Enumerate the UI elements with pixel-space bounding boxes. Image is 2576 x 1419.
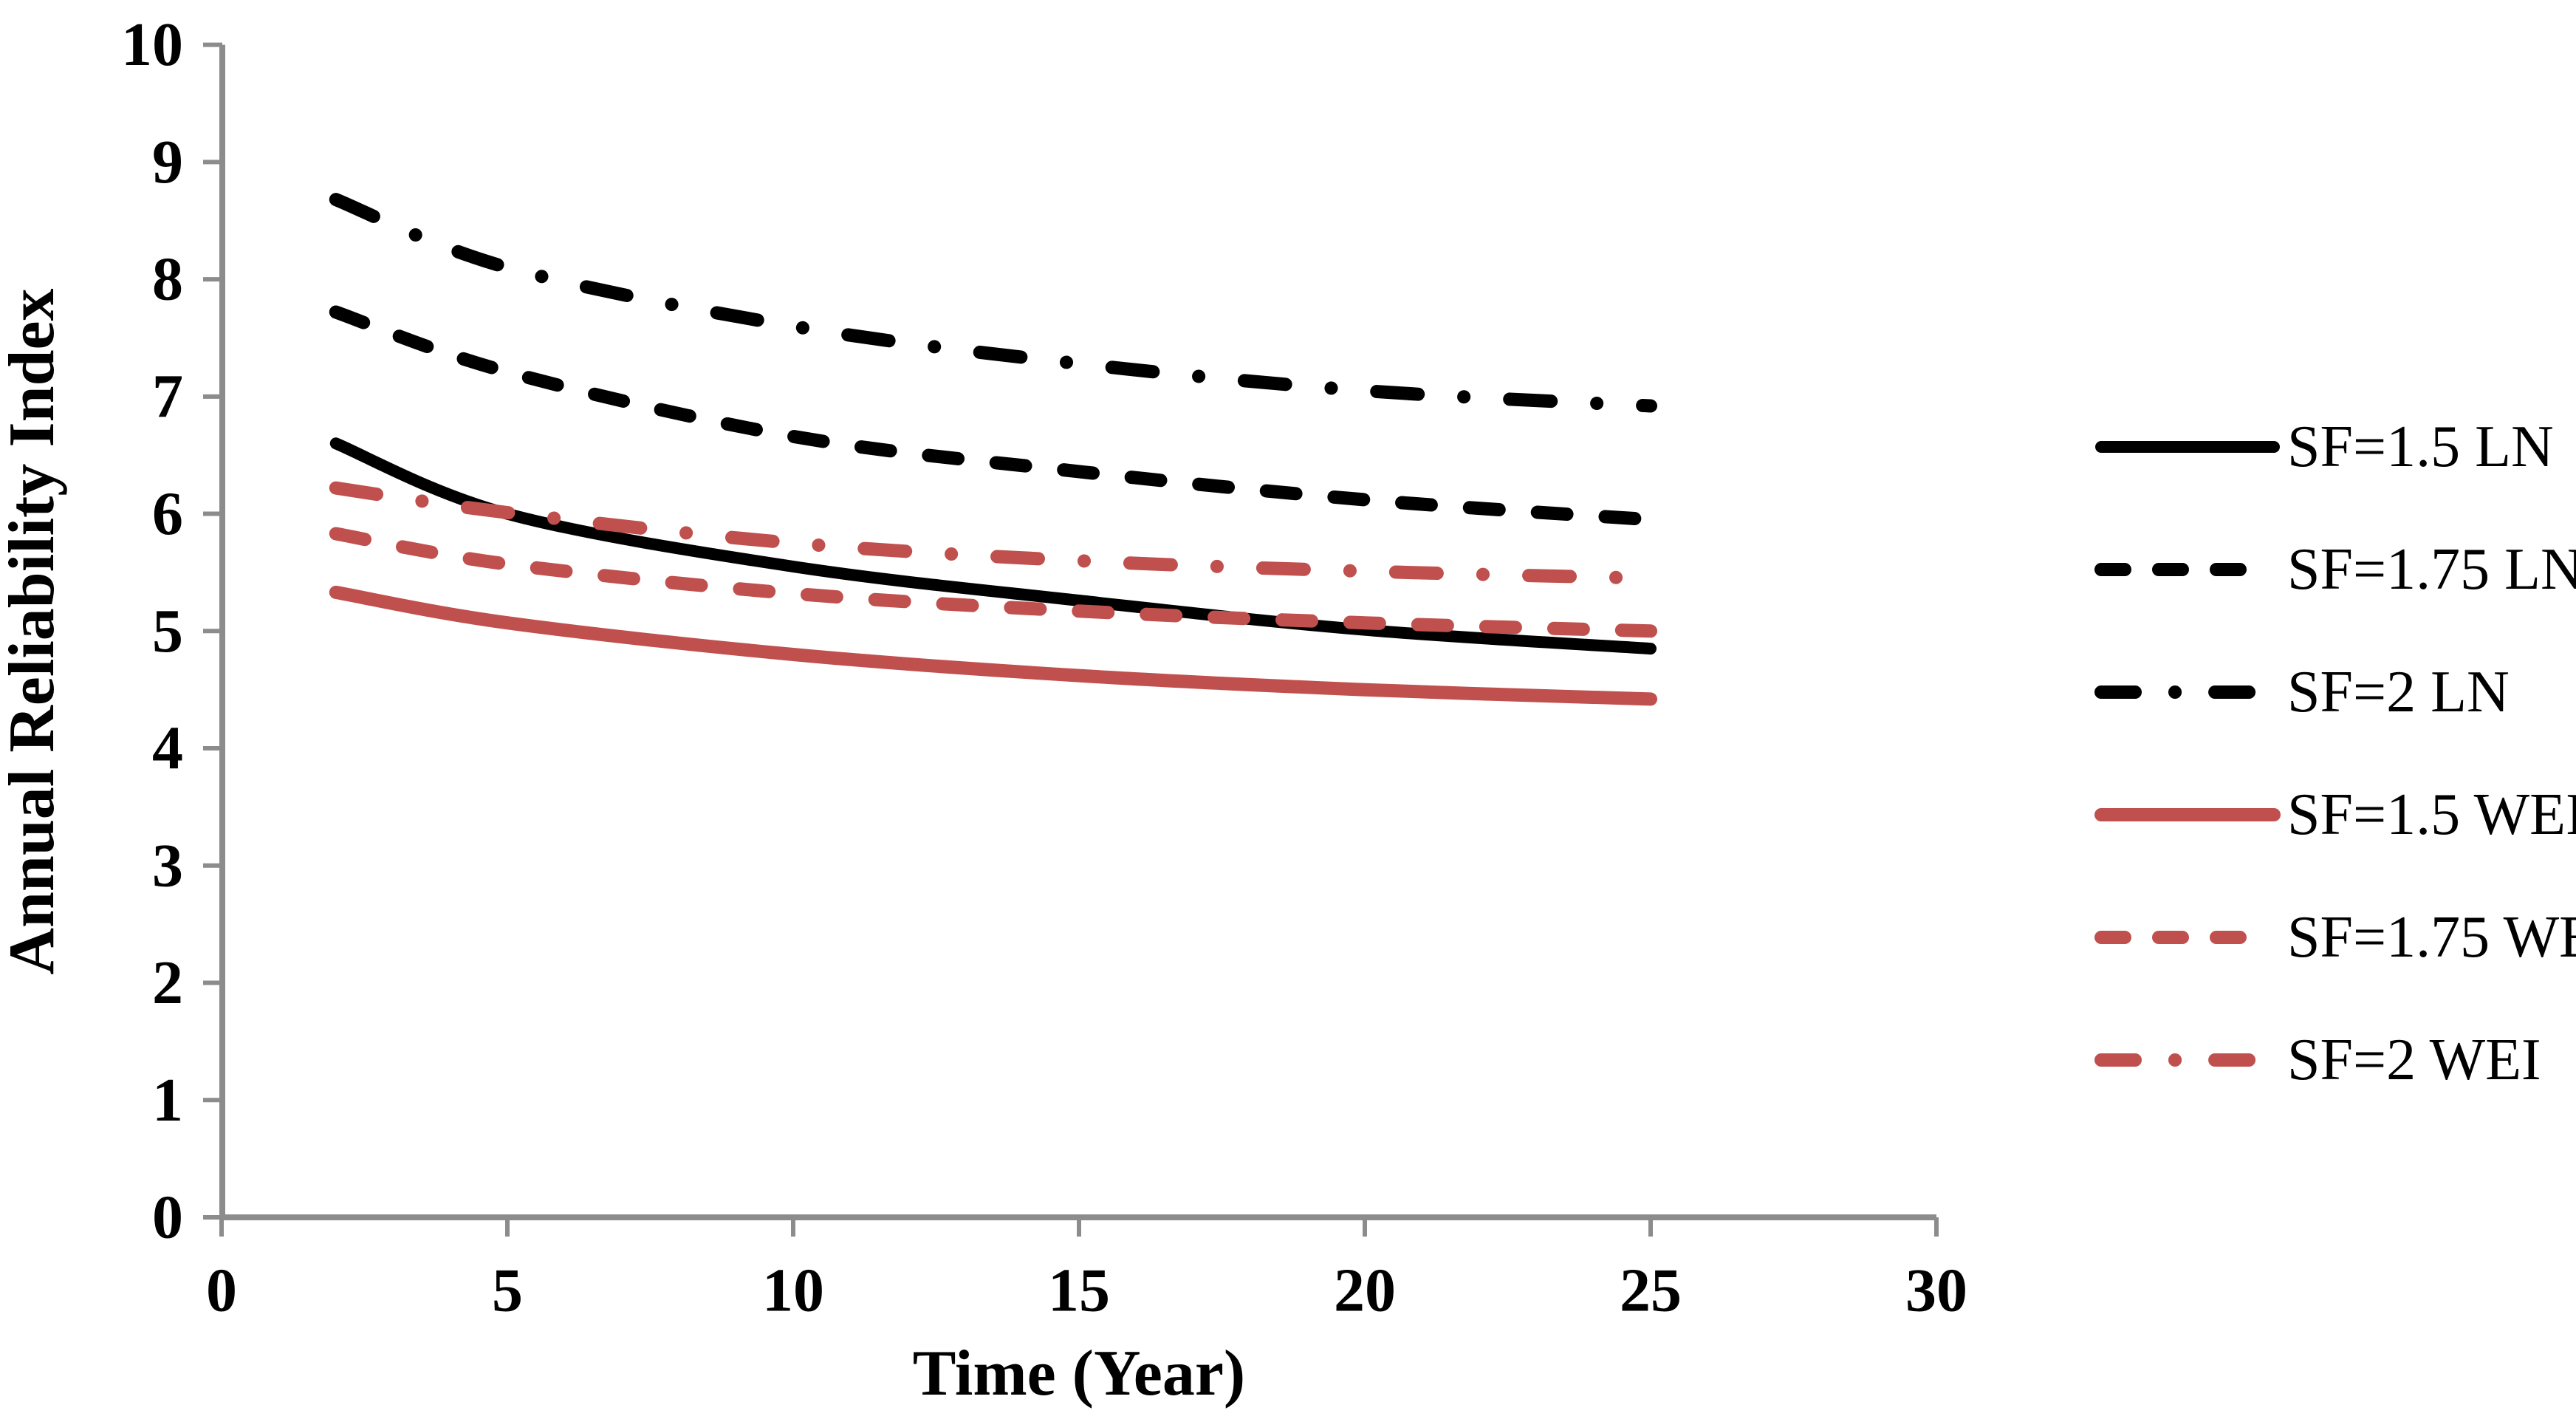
legend-label-2: SF=2 LN xyxy=(2287,660,2510,725)
legend: SF=1.5 LN SF=1.75 LN SF=2 LN SF=1.5 WEI SF=1… xyxy=(2094,414,2576,1093)
y-tick-label-3: 3 xyxy=(152,831,183,900)
legend-label-3: SF=1.5 WEI xyxy=(2287,782,2576,847)
y-tick-label-9: 9 xyxy=(152,128,183,196)
y-tick-label-8: 8 xyxy=(152,245,183,314)
y-tick-label-5: 5 xyxy=(152,597,183,666)
series-line-1-sf-1-75-ln xyxy=(329,305,1657,527)
y-tick-label-4: 4 xyxy=(152,714,183,783)
y-tick-label-6: 6 xyxy=(152,479,183,548)
series-line-0-sf-1-5-ln xyxy=(329,437,1657,655)
legend-label-1: SF=1.75 LN xyxy=(2287,537,2576,602)
x-tick-label-10: 10 xyxy=(762,1256,824,1325)
y-tick-label-0: 0 xyxy=(152,1183,183,1252)
legend-label-0: SF=1.5 LN xyxy=(2287,414,2554,479)
x-tick-label-5: 5 xyxy=(492,1256,523,1325)
series-line-3-sf-1-5-wei xyxy=(329,585,1657,706)
x-tick-label-15: 15 xyxy=(1048,1256,1110,1325)
x-tick-label-20: 20 xyxy=(1334,1256,1396,1325)
y-tick-label-1: 1 xyxy=(152,1066,183,1135)
series-line-2-sf-2-ln xyxy=(329,193,1657,413)
x-tick-label-0: 0 xyxy=(206,1256,237,1325)
y-tick-label-2: 2 xyxy=(152,948,183,1017)
legend-label-5: SF=2 WEI xyxy=(2287,1028,2541,1093)
x-tick-label-30: 30 xyxy=(1905,1256,1967,1325)
axes xyxy=(203,42,1939,1237)
legend-label-4: SF=1.75 WEI xyxy=(2287,905,2576,970)
legend-item-3: SF=1.5 WEI xyxy=(2094,782,2576,847)
series-line-5-sf-2-wei xyxy=(329,481,1657,585)
y-tick-label-10: 10 xyxy=(121,10,183,79)
x-tick-label-25: 25 xyxy=(1620,1256,1682,1325)
x-axis-title: Time (Year) xyxy=(913,1338,1245,1409)
legend-item-5: SF=2 WEI xyxy=(2094,1028,2541,1093)
legend-item-0: SF=1.5 LN xyxy=(2095,414,2554,479)
tick-labels: 0 1 2 3 4 5 6 7 8 9 10 0 5 10 15 20 25 30 xyxy=(121,10,1967,1324)
y-tick-label-7: 7 xyxy=(152,362,183,431)
legend-item-2: SF=2 LN xyxy=(2094,660,2510,725)
series-lines xyxy=(329,193,1657,706)
y-axis-title: Annual Reliability Index xyxy=(0,288,68,974)
series-line-4-sf-1-75-wei xyxy=(329,527,1657,638)
legend-item-4: SF=1.75 WEI xyxy=(2094,905,2576,970)
legend-item-1: SF=1.75 LN xyxy=(2094,537,2576,602)
